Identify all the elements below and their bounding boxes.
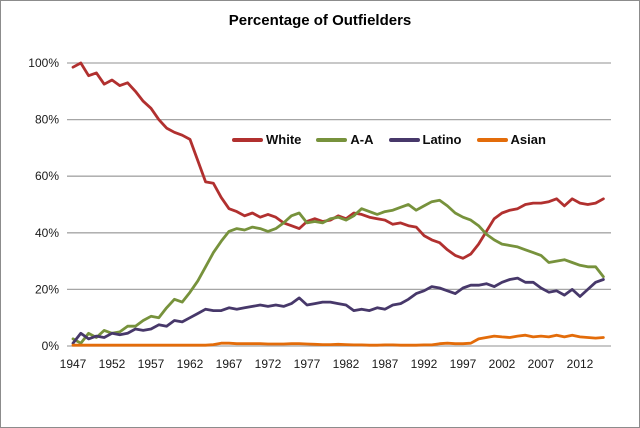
y-tick-label: 0% <box>42 339 60 353</box>
y-tick-label: 60% <box>35 169 59 183</box>
x-tick-label: 1987 <box>372 357 399 371</box>
x-tick-label: 2002 <box>489 357 516 371</box>
y-tick-label: 80% <box>35 113 59 127</box>
legend-swatch-icon <box>476 137 508 142</box>
legend-item-a-a: A-A <box>316 132 374 147</box>
gridlines <box>67 62 611 347</box>
x-tick-label: 1952 <box>99 357 126 371</box>
legend-item-white: White <box>232 132 301 147</box>
x-tick-label: 1972 <box>255 357 282 371</box>
legend-swatch-icon <box>232 137 263 142</box>
chart-title: Percentage of Outfielders <box>228 12 412 29</box>
x-axis-labels: 1947 1952 1957 1962 1967 1972 1977 1982 1987 1992… <box>60 357 594 371</box>
legend-item-asian: Asian <box>476 132 546 147</box>
x-tick-label: 1977 <box>294 357 321 371</box>
y-tick-label: 20% <box>35 282 59 296</box>
x-tick-label: 1947 <box>60 357 87 371</box>
x-tick-label: 1962 <box>177 357 204 371</box>
y-axis-labels: 0% 20% 40% 60% 80% 100% <box>28 56 59 353</box>
series-line-latino <box>71 276 605 345</box>
legend-label: Asian <box>510 132 546 147</box>
legend: White A-A Latino Asian <box>232 132 546 147</box>
x-tick-label: 1967 <box>216 357 243 371</box>
legend-item-latino: Latino <box>388 132 462 147</box>
series-line-a-a <box>71 198 605 345</box>
series-line-asian <box>71 333 605 347</box>
y-tick-label: 100% <box>28 56 59 70</box>
legend-swatch-icon <box>316 137 348 142</box>
legend-label: White <box>266 132 302 147</box>
x-tick-label: 1992 <box>411 357 438 371</box>
legend-swatch-icon <box>388 137 420 142</box>
x-tick-label: 1982 <box>333 357 360 371</box>
legend-label: A-A <box>350 132 374 147</box>
x-tick-label: 1957 <box>138 357 165 371</box>
y-tick-label: 40% <box>35 226 59 240</box>
series-line-white <box>71 61 605 260</box>
x-tick-label: 2007 <box>528 357 555 371</box>
x-tick-label: 1997 <box>450 357 477 371</box>
legend-label: Latino <box>422 132 462 147</box>
series-lines <box>71 61 605 347</box>
x-tick-label: 2012 <box>567 357 594 371</box>
